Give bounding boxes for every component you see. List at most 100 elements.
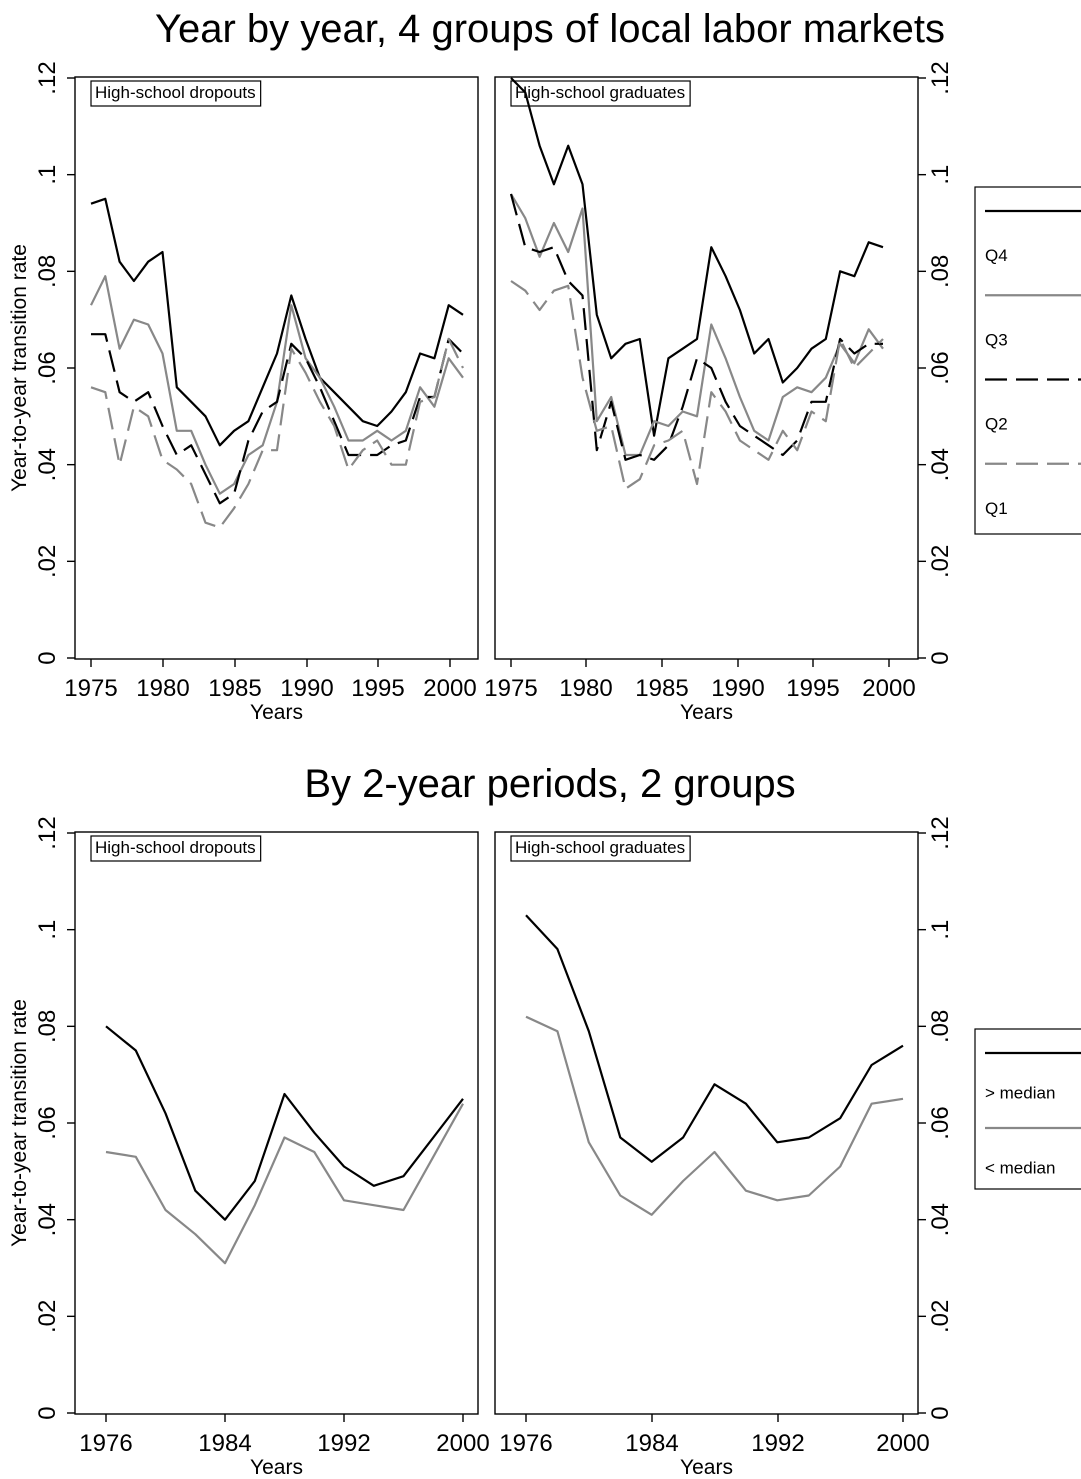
x-tick-label: 1995 xyxy=(351,675,404,702)
series-median xyxy=(525,914,904,1163)
series-line xyxy=(525,1015,904,1216)
legend-label: Q1 xyxy=(985,499,1008,518)
y-tick-label: .08 xyxy=(34,1010,61,1043)
panel-label: High-school dropouts xyxy=(95,83,256,102)
panel-label: High-school graduates xyxy=(515,838,685,857)
series-line xyxy=(510,280,884,490)
x-tick-label: 1976 xyxy=(499,1430,552,1457)
x-tick-label: 2000 xyxy=(436,1430,489,1457)
y-tick-label: .04 xyxy=(34,448,61,481)
x-axis-label: Years xyxy=(250,1456,303,1479)
y-tick-label: 0 xyxy=(927,651,954,664)
panel-dropouts: .12 .1 .08 .06 .04 .02 0 Year-to-year transitio… xyxy=(8,61,479,724)
x-axis-label: Years xyxy=(250,701,303,724)
series-q2 xyxy=(90,333,464,505)
x-tick-label: 1990 xyxy=(280,675,333,702)
series-median xyxy=(105,1025,464,1221)
panel-dropouts: .12 .1 .08 .06 .04 .02 0 Year-to-year transitio… xyxy=(8,816,490,1479)
legend: > median < median xyxy=(974,1028,1081,1190)
y-tick-label: .02 xyxy=(34,545,61,578)
x-axis-label: Years xyxy=(680,1456,733,1479)
x-tick-label: 1975 xyxy=(484,675,537,702)
y-tick-label: .02 xyxy=(927,1300,954,1333)
y-tick-label: .12 xyxy=(927,61,954,94)
plot-frame xyxy=(74,76,479,660)
y-axis-label: Year-to-year transition rate xyxy=(8,244,31,492)
y-tick-label: .04 xyxy=(34,1203,61,1236)
panel-label: High-school graduates xyxy=(515,83,685,102)
y-tick-label: .02 xyxy=(34,1300,61,1333)
legend-box xyxy=(974,186,1081,535)
series-median xyxy=(105,1103,464,1265)
y-tick-label: .1 xyxy=(34,920,61,940)
legend-label: Q2 xyxy=(985,415,1008,434)
y-tick-label: .06 xyxy=(34,351,61,384)
plot-frame xyxy=(494,831,919,1415)
chart-title: Year by year, 4 groups of local labor ma… xyxy=(155,7,945,51)
x-tick-label: 1995 xyxy=(786,675,839,702)
x-tick-label: 1985 xyxy=(208,675,261,702)
y-tick-label: .12 xyxy=(34,61,61,94)
series-line xyxy=(91,333,464,505)
x-tick-label: 1992 xyxy=(317,1430,370,1457)
y-tick-label: .06 xyxy=(927,351,954,384)
x-tick-label: 2000 xyxy=(862,675,915,702)
legend-label: > median xyxy=(985,1084,1055,1103)
y-tick-label: 0 xyxy=(34,651,61,664)
panel-label-box xyxy=(90,835,262,862)
series-q1 xyxy=(90,337,464,529)
series-line xyxy=(510,77,884,437)
panel-label: High-school dropouts xyxy=(95,838,256,857)
series-median xyxy=(525,1015,904,1216)
chart-2: By 2-year periods, 2 groups .12 .1 .08 .06 .0… xyxy=(8,762,1081,1479)
y-tick-label: .1 xyxy=(927,165,954,185)
x-tick-label: 1980 xyxy=(559,675,612,702)
series-line xyxy=(105,1025,464,1221)
series-line xyxy=(509,193,883,461)
series-line xyxy=(525,914,904,1163)
y-tick-label: .06 xyxy=(927,1106,954,1139)
chart-1: Year by year, 4 groups of local labor ma… xyxy=(8,7,1081,724)
legend-label: < median xyxy=(985,1159,1055,1178)
y-tick-label: .04 xyxy=(927,1203,954,1236)
y-tick-label: .06 xyxy=(34,1106,61,1139)
legend-label: Q3 xyxy=(985,330,1008,349)
x-tick-label: 1992 xyxy=(751,1430,804,1457)
x-tick-label: 2000 xyxy=(423,675,476,702)
y-tick-label: .1 xyxy=(927,920,954,940)
panel-label-box xyxy=(510,835,691,862)
x-tick-label: 2000 xyxy=(876,1430,929,1457)
x-axis-label: Years xyxy=(680,701,733,724)
x-tick-label: 1985 xyxy=(635,675,688,702)
y-tick-label: .12 xyxy=(927,816,954,849)
y-tick-label: .08 xyxy=(34,255,61,288)
panel-label-box xyxy=(510,80,691,107)
y-tick-label: .08 xyxy=(927,1010,954,1043)
plot-frame xyxy=(74,831,479,1415)
x-tick-label: 1984 xyxy=(625,1430,678,1457)
x-tick-label: 1984 xyxy=(198,1430,251,1457)
plot-frame xyxy=(494,76,919,660)
x-tick-label: 1990 xyxy=(711,675,764,702)
panel-graduates: .12 .1 .08 .06 .04 .02 0 1976 1984 1992 2000 Years H… xyxy=(494,816,954,1479)
y-tick-label: 0 xyxy=(927,1406,954,1419)
series-line xyxy=(105,1103,464,1265)
x-tick-label: 1980 xyxy=(136,675,189,702)
x-tick-label: 1976 xyxy=(79,1430,132,1457)
y-tick-label: .12 xyxy=(34,816,61,849)
legend: Q4 Q3 Q2 Q1 xyxy=(974,186,1081,535)
series-q4 xyxy=(90,197,464,447)
series-line xyxy=(90,337,464,529)
series-q4 xyxy=(510,77,884,437)
y-tick-label: .04 xyxy=(927,448,954,481)
legend-label: Q4 xyxy=(985,246,1008,265)
y-tick-label: .02 xyxy=(927,545,954,578)
x-tick-label: 1975 xyxy=(64,675,117,702)
legend-box xyxy=(974,1028,1081,1190)
chart-title: By 2-year periods, 2 groups xyxy=(304,762,795,806)
series-line xyxy=(510,193,884,457)
y-tick-label: .1 xyxy=(34,165,61,185)
y-axis-label: Year-to-year transition rate xyxy=(8,999,31,1247)
series-q1 xyxy=(510,280,884,490)
